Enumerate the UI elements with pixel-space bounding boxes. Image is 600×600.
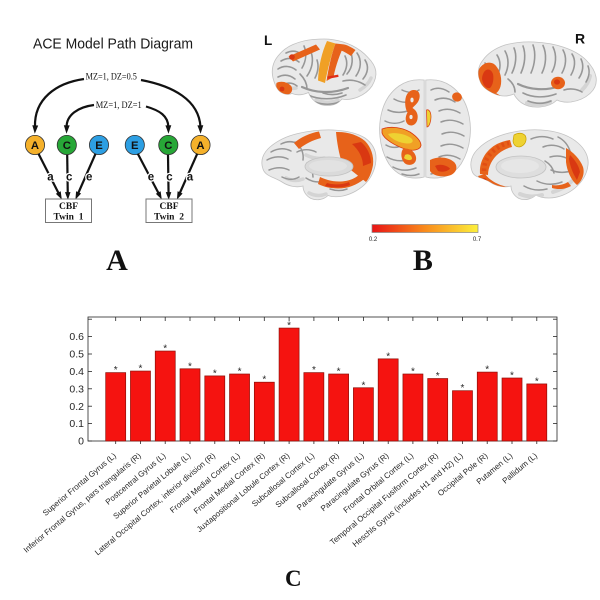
svg-text:0.7: 0.7 [473, 237, 482, 243]
svg-text:E: E [131, 140, 139, 152]
svg-text:0: 0 [78, 436, 84, 448]
svg-text:*: * [139, 364, 143, 375]
svg-text:*: * [163, 344, 167, 355]
svg-text:C: C [63, 140, 71, 152]
svg-text:*: * [238, 367, 242, 378]
svg-text:0.2: 0.2 [69, 401, 84, 413]
svg-text:ACE Model Path Diagram: ACE Model Path Diagram [33, 37, 193, 53]
svg-text:C: C [164, 140, 172, 152]
svg-text:e: e [86, 172, 92, 184]
svg-text:*: * [114, 365, 118, 376]
svg-text:CBF: CBF [59, 202, 78, 212]
svg-text:*: * [386, 351, 390, 362]
svg-text:E: E [95, 140, 103, 152]
svg-text:L: L [264, 33, 272, 48]
svg-text:CBF: CBF [160, 202, 179, 212]
svg-text:*: * [436, 371, 440, 382]
svg-text:a: a [47, 172, 54, 184]
svg-text:*: * [262, 375, 266, 386]
svg-text:MZ=1, DZ=0.5: MZ=1, DZ=0.5 [86, 71, 137, 82]
svg-text:*: * [485, 365, 489, 376]
svg-text:R: R [575, 31, 585, 47]
svg-text:*: * [510, 371, 514, 382]
svg-text:*: * [188, 361, 192, 372]
svg-text:c: c [66, 172, 73, 184]
svg-text:*: * [411, 367, 415, 378]
svg-text:C: C [285, 566, 302, 591]
svg-text:*: * [535, 376, 539, 387]
svg-text:*: * [287, 321, 291, 332]
svg-text:A: A [31, 140, 39, 152]
svg-text:0.1: 0.1 [69, 418, 84, 430]
svg-text:*: * [312, 365, 316, 376]
svg-text:c: c [166, 172, 173, 184]
svg-text:A: A [196, 140, 204, 152]
svg-text:0.3: 0.3 [69, 383, 84, 395]
svg-text:0.2: 0.2 [369, 237, 378, 243]
svg-text:Twin 1: Twin 1 [54, 213, 84, 223]
svg-text:*: * [361, 380, 365, 391]
svg-text:e: e [148, 172, 154, 184]
svg-text:0.5: 0.5 [69, 349, 84, 361]
svg-text:A: A [106, 244, 128, 277]
svg-text:*: * [461, 383, 465, 394]
svg-text:B: B [413, 244, 433, 277]
svg-text:Twin 2: Twin 2 [154, 213, 184, 223]
svg-text:MZ=1, DZ=1: MZ=1, DZ=1 [96, 100, 142, 111]
svg-text:0.4: 0.4 [69, 366, 84, 378]
svg-text:*: * [213, 368, 217, 379]
svg-text:0.6: 0.6 [69, 331, 84, 343]
svg-text:a: a [187, 172, 194, 184]
svg-text:*: * [337, 367, 341, 378]
